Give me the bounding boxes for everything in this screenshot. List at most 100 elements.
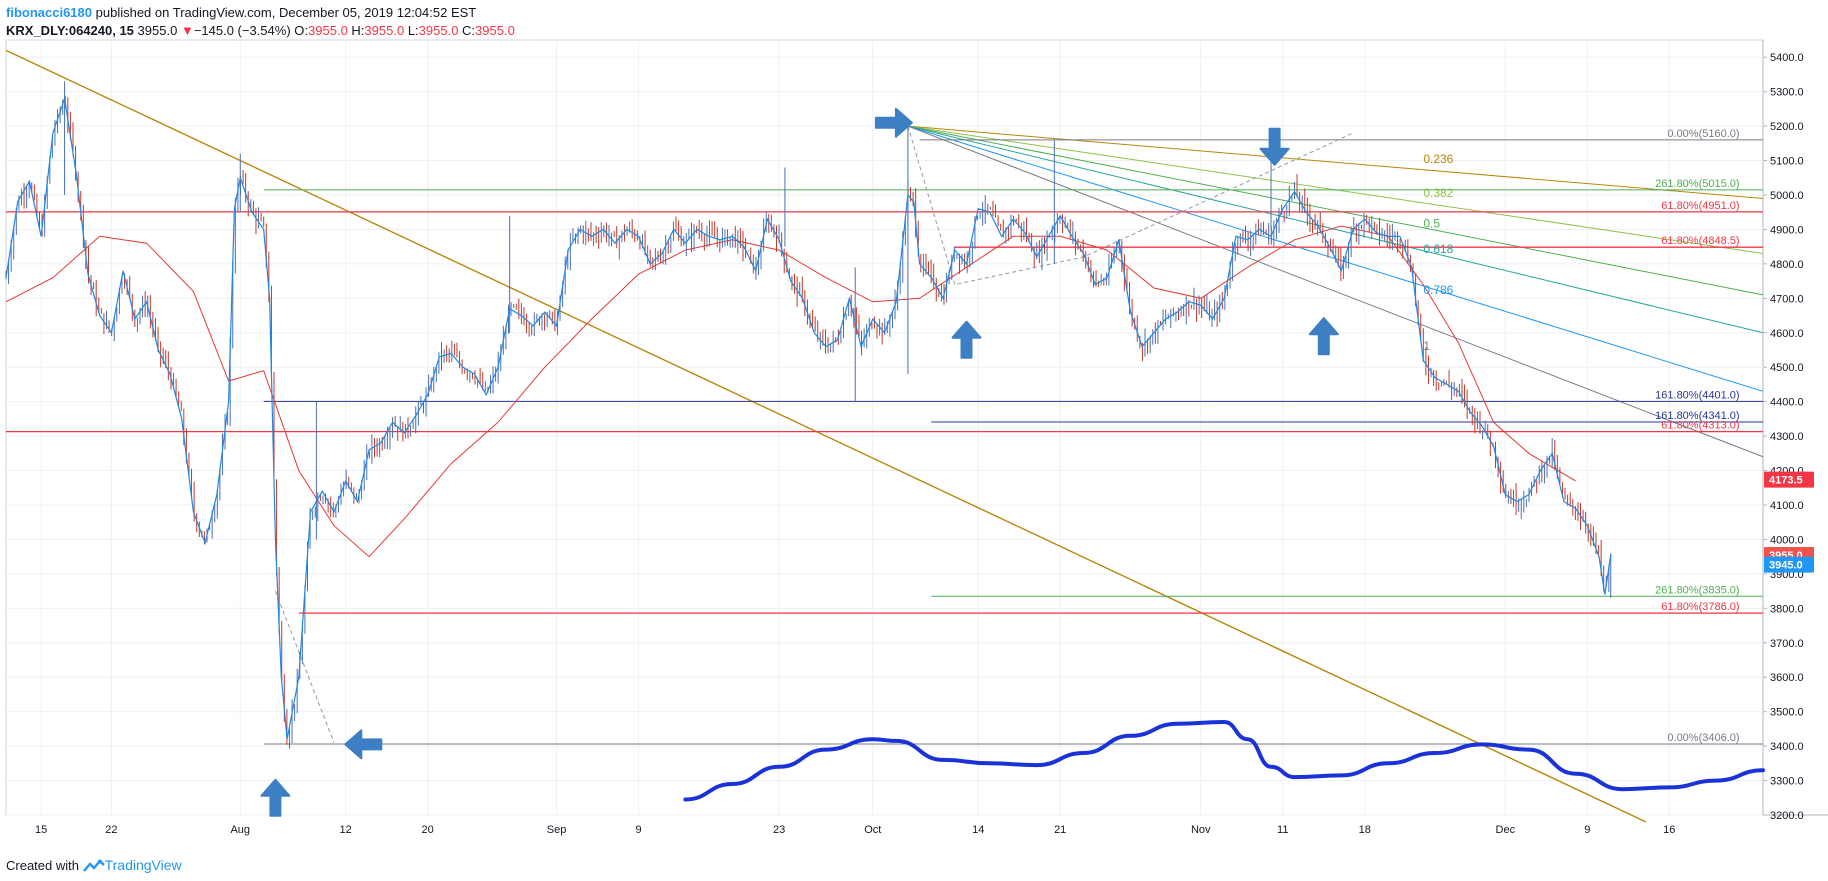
x-tick-label: Nov [1191, 824, 1211, 836]
y-tick-label: 3500.0 [1770, 707, 1804, 719]
price-tag-label: 4173.5 [1769, 475, 1803, 487]
x-tick-label: 18 [1359, 824, 1371, 836]
fib-fan-label: 0.786 [1423, 283, 1453, 297]
x-tick-label: 11 [1277, 824, 1288, 836]
fib-level-label: 0.00%(5160.0) [1667, 128, 1739, 140]
arrow-up-icon [1308, 317, 1339, 356]
high-label: H: [351, 23, 365, 38]
fib-fan-line [907, 125, 1764, 199]
y-tick-label: 4400.0 [1770, 397, 1804, 409]
fib-level-label: 61.80%(3786.0) [1661, 601, 1739, 613]
x-tick-label: 9 [635, 824, 641, 836]
y-tick-label: 4500.0 [1770, 362, 1804, 374]
arrow-right-icon [874, 107, 913, 138]
fib-level-label: 261.80%(5015.0) [1655, 178, 1739, 190]
y-tick-label: 3400.0 [1770, 741, 1804, 753]
x-tick-label: 15 [35, 824, 47, 836]
fib-fan-label: 0.618 [1423, 242, 1453, 256]
y-tick-label: 4900.0 [1770, 224, 1804, 236]
arrow-down-icon [1259, 127, 1290, 166]
fib-fan-label: 0.5 [1423, 216, 1440, 230]
fib-level-label: 261.80%(3835.0) [1655, 584, 1739, 596]
y-tick-label: 4000.0 [1770, 534, 1804, 546]
symbol-label: KRX_DLY:064240, 15 [6, 23, 134, 38]
fib-fan-label: 1 [1423, 339, 1430, 353]
low-label: L: [407, 23, 419, 38]
trend-line [5, 49, 1647, 823]
x-tick-label: 21 [1054, 824, 1066, 836]
y-tick-label: 5300.0 [1770, 87, 1804, 99]
x-tick-label: 22 [105, 824, 117, 836]
low-value: 3955.0 [418, 23, 459, 38]
y-tick-label: 3600.0 [1770, 672, 1804, 684]
fib-level-label: 161.80%(4401.0) [1655, 389, 1739, 401]
y-tick-label: 3700.0 [1770, 638, 1804, 650]
x-tick-label: Oct [864, 824, 881, 836]
y-tick-label: 5200.0 [1770, 121, 1804, 133]
arrow-up-icon [260, 778, 291, 817]
price-tag [1764, 471, 1814, 488]
arrow-left-icon [344, 729, 383, 760]
moving-average-line [5, 225, 1576, 558]
dashed-guide-line [274, 590, 335, 743]
close-label: C: [462, 23, 476, 38]
last-price: 3955.0 [137, 23, 178, 38]
tradingview-logo-icon [82, 859, 105, 878]
fib-fan-line [907, 125, 1764, 334]
y-tick-label: 5100.0 [1770, 156, 1804, 168]
chart-grid [5, 39, 1828, 816]
high-value: 3955.0 [364, 23, 405, 38]
open-label: O: [294, 23, 309, 38]
plot-frame [5, 39, 1764, 816]
ohlc-line: KRX_DLY:064240, 15 3955.0 ▼−145.0 (−3.54… [6, 22, 515, 40]
y-tick-label: 4700.0 [1770, 293, 1804, 305]
x-tick-label: 12 [340, 824, 352, 836]
open-value: 3955.0 [308, 23, 348, 38]
y-tick-label: 4800.0 [1770, 259, 1804, 271]
y-tick-label: 3300.0 [1770, 776, 1804, 788]
chart-header: fibonacci6180 published on TradingView.c… [6, 4, 515, 40]
x-tick-label: 16 [1663, 824, 1675, 836]
x-tick-label: 23 [773, 824, 785, 836]
price-tag [1764, 556, 1814, 573]
fib-fan-label: 0.236 [1423, 152, 1453, 166]
ema-line [5, 98, 1612, 740]
y-tick-label: 4300.0 [1770, 431, 1804, 443]
publish-line: fibonacci6180 published on TradingView.c… [6, 4, 515, 22]
close-value: 3955.0 [475, 23, 515, 38]
fib-level-label: 61.80%(4951.0) [1661, 200, 1739, 212]
y-tick-label: 3200.0 [1770, 810, 1804, 822]
fib-level-label: 61.80%(4313.0) [1661, 420, 1739, 432]
y-tick-label: 5400.0 [1770, 52, 1804, 64]
x-tick-label: Sep [547, 824, 567, 836]
fib-fan-label: 0.382 [1423, 186, 1453, 200]
author-link[interactable]: fibonacci6180 [6, 5, 92, 20]
price-tag-label: 3945.0 [1769, 560, 1803, 572]
x-tick-label: Aug [230, 824, 250, 836]
price-axis: 3200.0 3300.0 3400.0 3500.0 3600.0 3700.0 3800… [1763, 52, 1814, 822]
fib-level-label: 0.00%(3406.0) [1667, 732, 1739, 744]
created-with-text: Created with [6, 858, 79, 873]
plot-layer: 0.236 0.382 0.5 0.618 0.786 1 0.00%(5160.0) 261… [5, 49, 1765, 823]
dashed-guide-line [907, 125, 1354, 286]
time-axis: 15 22 Aug 12 20 Sep 9 23 Oct 14 21 Nov 11 18 Dec 9 16 [35, 824, 1675, 836]
x-tick-label: 14 [972, 824, 984, 836]
fib-fan-line [907, 125, 1764, 296]
fib-level-label: 61.80%(4848.5) [1661, 235, 1739, 247]
arrow-up-icon [951, 320, 982, 359]
down-arrow-icon: ▼ [180, 23, 194, 38]
tradingview-brand[interactable]: TradingView [104, 857, 182, 873]
published-text: published on TradingView.com, December 0… [95, 5, 477, 20]
oscillator-line [683, 719, 1765, 802]
y-tick-label: 3800.0 [1770, 603, 1804, 615]
x-tick-label: Dec [1496, 824, 1516, 836]
y-tick-label: 4600.0 [1770, 328, 1804, 340]
x-tick-label: 20 [422, 824, 434, 836]
x-tick-label: 9 [1584, 824, 1590, 836]
footer: Created with TradingView [6, 856, 182, 878]
price-change: −145.0 (−3.54%) [193, 23, 291, 38]
y-tick-label: 5000.0 [1770, 190, 1804, 202]
y-tick-label: 4100.0 [1770, 500, 1804, 512]
fib-level-label: 161.80%(4341.0) [1655, 410, 1739, 422]
